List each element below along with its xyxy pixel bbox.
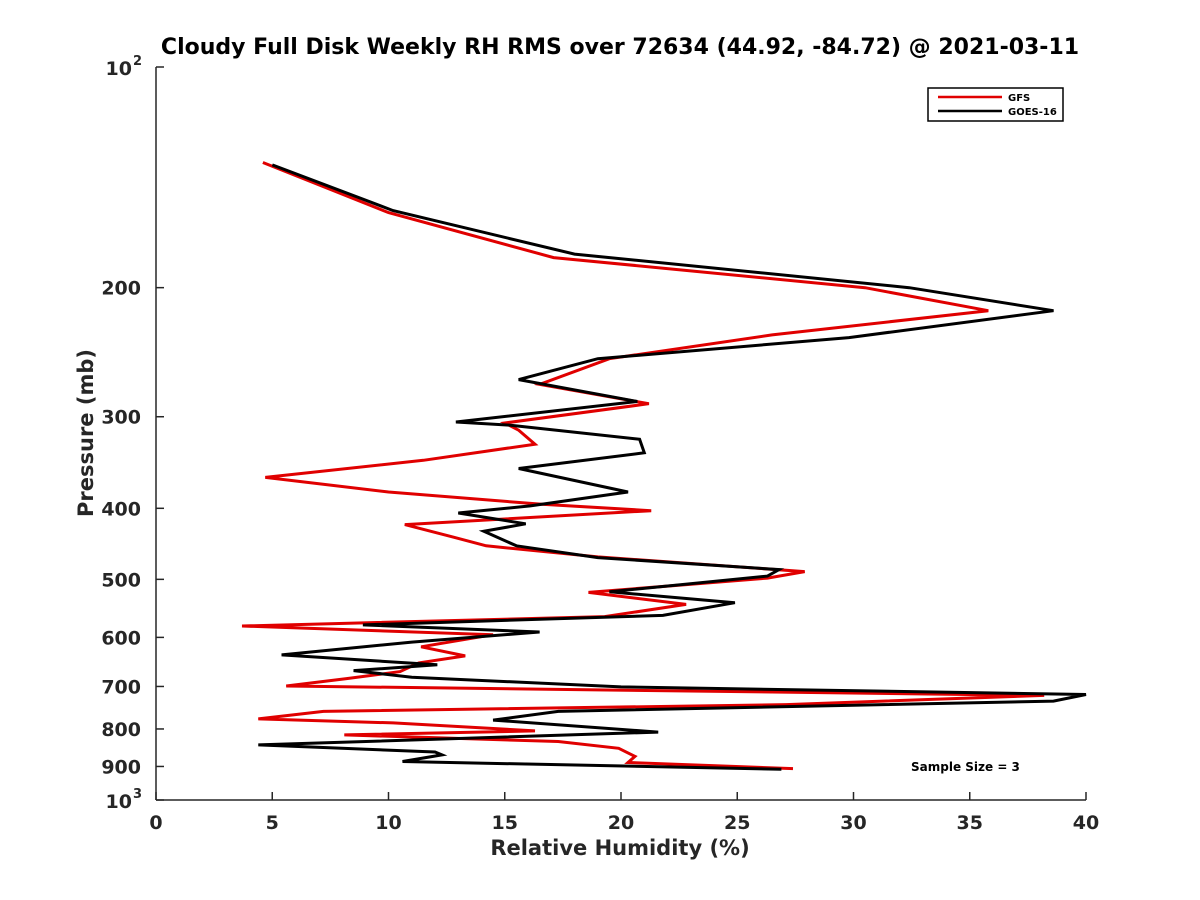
y-tick-label: 400 — [101, 498, 141, 520]
y-tick-label: 900 — [101, 756, 141, 778]
chart-title: Cloudy Full Disk Weekly RH RMS over 7263… — [161, 35, 1079, 60]
x-tick-label: 20 — [608, 812, 634, 834]
legend-box — [927, 87, 1064, 122]
legend-label-gfs: GFS — [1008, 93, 1030, 104]
series-line-goes-16 — [258, 163, 1087, 771]
y-tick-label: 10 — [106, 58, 132, 80]
legend: GFS GOES-16 — [927, 87, 1064, 122]
x-tick-label: 0 — [149, 812, 162, 834]
x-tick-label: 10 — [375, 812, 401, 834]
y-tick-label: 300 — [101, 407, 141, 429]
y-tick-label: 600 — [101, 627, 141, 649]
y-tick-label: 10 — [106, 791, 132, 813]
y-tick-label: 500 — [101, 569, 141, 591]
y-tick-exponent: 2 — [133, 54, 142, 69]
series-layer — [241, 161, 1087, 771]
x-tick-label: 35 — [957, 812, 983, 834]
x-tick-label: 5 — [266, 812, 279, 834]
legend-label-goes-16: GOES-16 — [1008, 107, 1057, 118]
y-tick-label: 200 — [101, 278, 141, 300]
x-axis-label: Relative Humidity (%) — [490, 836, 749, 860]
sample-size-annotation: Sample Size = 3 — [911, 760, 1020, 774]
x-tick-label: 40 — [1073, 812, 1099, 834]
y-tick-label: 700 — [101, 676, 141, 698]
y-tick-label: 800 — [101, 719, 141, 741]
y-tick-exponent: 3 — [133, 787, 142, 802]
x-axis-ticks: 0 5 10 15 20 25 30 35 40 — [149, 792, 1099, 834]
x-tick-label: 25 — [724, 812, 750, 834]
y-axis-label: Pressure (mb) — [74, 349, 98, 517]
x-tick-label: 30 — [840, 812, 866, 834]
x-tick-label: 15 — [492, 812, 518, 834]
